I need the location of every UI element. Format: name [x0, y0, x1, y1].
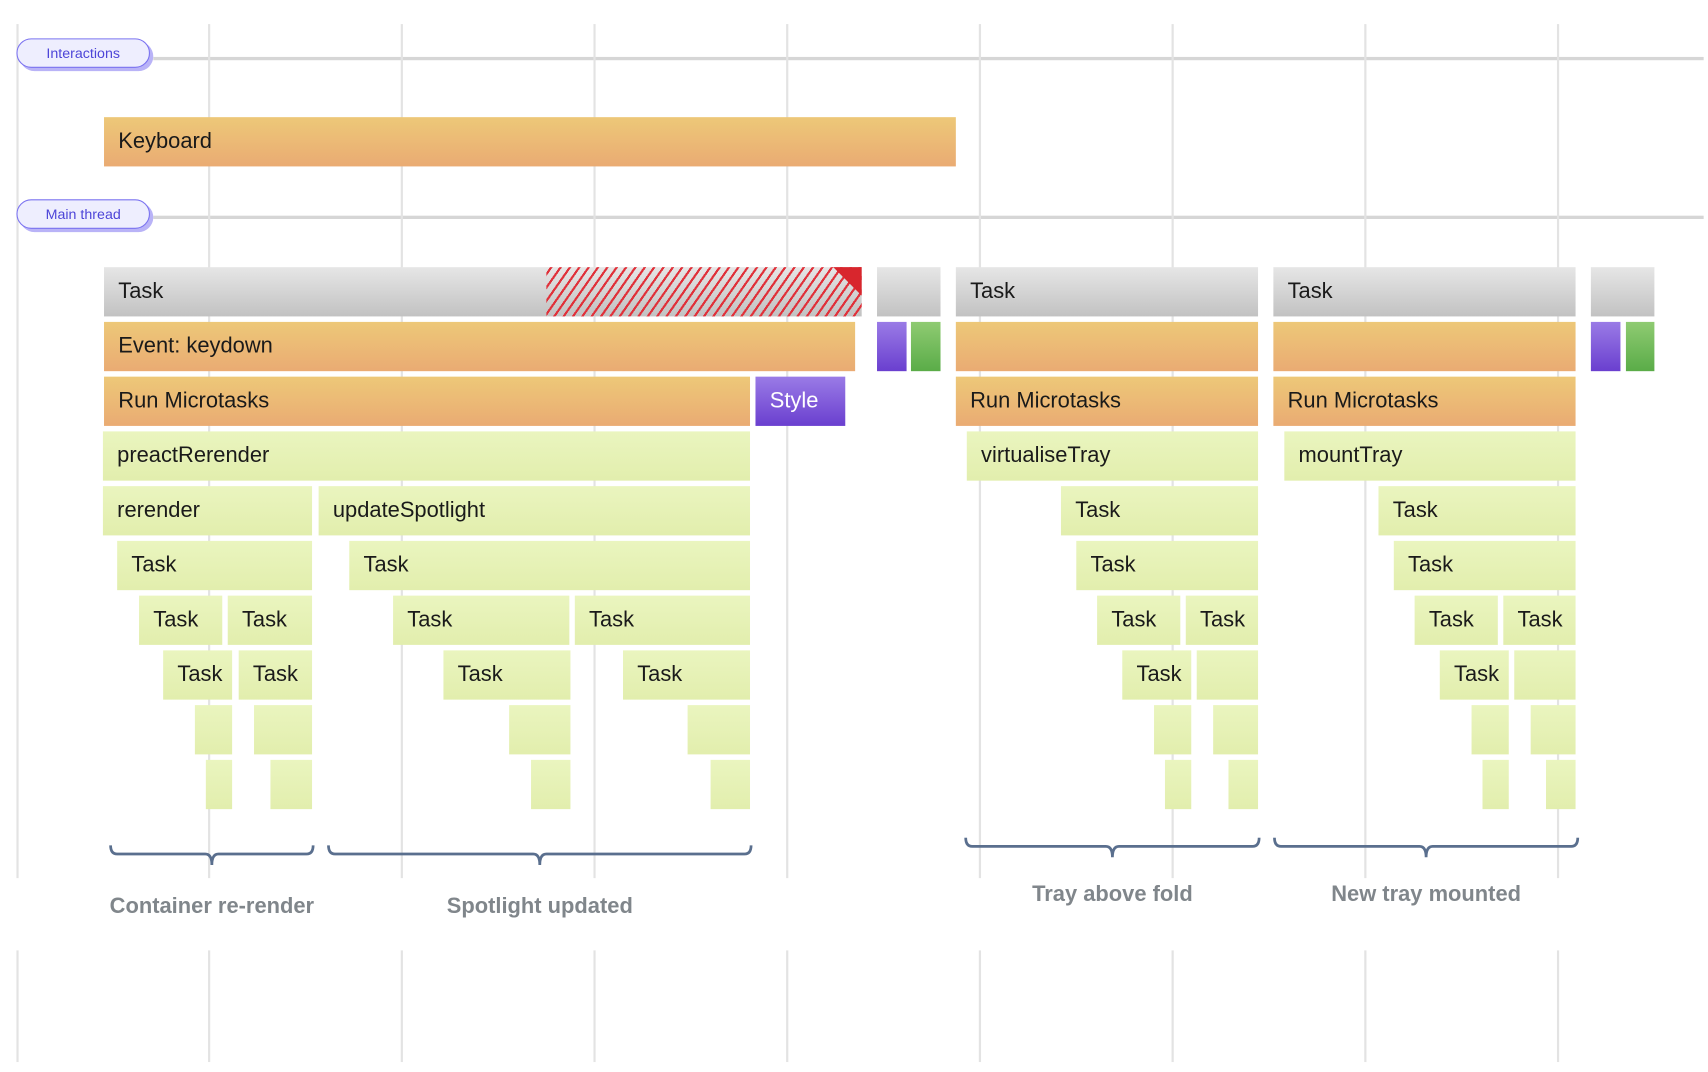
grid-line: [786, 24, 789, 879]
script-bar[interactable]: [1514, 650, 1576, 700]
virtualisetray-bar[interactable]: virtualiseTray: [966, 431, 1259, 481]
grid-line: [208, 950, 211, 1063]
task-bar[interactable]: Task: [1439, 650, 1509, 700]
grid-line: [16, 24, 19, 879]
script-bar[interactable]: [205, 759, 233, 810]
track-divider: [153, 56, 1704, 61]
updatespotlight-bar[interactable]: updateSpotlight: [318, 486, 751, 536]
task-bar[interactable]: Task: [349, 540, 751, 591]
brace-icon: [109, 845, 315, 866]
task-bar[interactable]: Task: [955, 267, 1259, 317]
grid-line: [1364, 950, 1367, 1063]
task-bar[interactable]: Task: [1378, 486, 1576, 536]
script-bar[interactable]: [1164, 759, 1192, 810]
task-bar[interactable]: Task: [163, 650, 233, 700]
grid-line: [786, 950, 789, 1063]
task-bar[interactable]: Task: [1393, 540, 1576, 591]
script-bar[interactable]: [531, 759, 571, 810]
main-thread-track-label[interactable]: Main thread: [16, 199, 151, 229]
annotation-label: Container re-render: [109, 894, 315, 919]
annotation-label: Spotlight updated: [446, 894, 633, 919]
interactions-track-label[interactable]: Interactions: [16, 38, 151, 68]
brace-icon: [327, 845, 753, 866]
task-bar[interactable]: Task: [1414, 595, 1498, 645]
grid-line: [978, 950, 982, 1063]
task-bar[interactable]: Task: [1076, 540, 1259, 591]
run-microtasks-bar[interactable]: Run Microtasks: [104, 376, 751, 426]
task-bar[interactable]: Task: [1185, 595, 1259, 645]
script-bar[interactable]: [194, 705, 233, 755]
task-bar[interactable]: [877, 267, 941, 317]
run-microtasks-bar[interactable]: Run Microtasks: [955, 376, 1259, 426]
script-bar[interactable]: [1530, 705, 1576, 755]
annotation-label: New tray mounted: [1331, 882, 1522, 907]
script-bar[interactable]: [1228, 759, 1259, 810]
annotation-label: Tray above fold: [1032, 882, 1193, 907]
task-bar[interactable]: Task: [238, 650, 313, 700]
script-bar[interactable]: [254, 705, 313, 755]
task-bar[interactable]: Task: [1503, 595, 1576, 645]
task-bar[interactable]: Task: [1097, 595, 1181, 645]
task-bar[interactable]: Task: [443, 650, 571, 700]
mounttray-bar[interactable]: mountTray: [1284, 431, 1576, 481]
event-bar[interactable]: [955, 321, 1259, 372]
task-bar[interactable]: Task: [117, 540, 313, 591]
brace-icon: [1273, 837, 1580, 858]
script-bar[interactable]: [1471, 705, 1509, 755]
long-task-hatch: [546, 267, 862, 317]
script-bar[interactable]: [1154, 705, 1192, 755]
task-bar[interactable]: Task: [622, 650, 751, 700]
rerender-bar[interactable]: rerender: [102, 486, 313, 536]
run-microtasks-bar[interactable]: Run Microtasks: [1273, 376, 1576, 426]
script-bar[interactable]: [1482, 759, 1509, 810]
task-bar[interactable]: Task: [227, 595, 313, 645]
script-bar[interactable]: [1213, 705, 1259, 755]
grid-line: [593, 950, 596, 1063]
script-bar[interactable]: [270, 759, 313, 810]
task-bar[interactable]: Task: [393, 595, 570, 645]
event-keydown-bar[interactable]: Event: keydown: [104, 321, 856, 372]
grid-line: [1556, 950, 1560, 1063]
task-bar[interactable]: Task: [1122, 650, 1192, 700]
paint-bar[interactable]: [1625, 321, 1655, 372]
style-bar[interactable]: [877, 321, 907, 372]
script-bar[interactable]: [509, 705, 571, 755]
style-bar[interactable]: [1590, 321, 1621, 372]
long-task-warning-icon: [833, 267, 862, 296]
keyboard-interaction-bar[interactable]: Keyboard: [104, 117, 956, 167]
track-divider: [153, 215, 1704, 219]
style-bar[interactable]: Style: [755, 376, 846, 426]
task-bar[interactable]: Task: [1060, 486, 1259, 536]
event-bar[interactable]: [1273, 321, 1576, 372]
grid-line: [400, 950, 403, 1063]
task-bar[interactable]: Task: [1273, 267, 1576, 317]
brace-icon: [964, 837, 1261, 858]
task-bar[interactable]: Task: [139, 595, 223, 645]
script-bar[interactable]: [687, 705, 751, 755]
task-bar[interactable]: Task: [574, 595, 751, 645]
script-bar[interactable]: [1196, 650, 1259, 700]
paint-bar[interactable]: [910, 321, 941, 372]
script-bar[interactable]: [710, 759, 751, 810]
task-bar[interactable]: [1590, 267, 1655, 317]
grid-line: [1171, 950, 1174, 1063]
script-bar[interactable]: [1545, 759, 1576, 810]
preactrerender-bar[interactable]: preactRerender: [102, 431, 751, 481]
grid-line: [16, 950, 19, 1063]
